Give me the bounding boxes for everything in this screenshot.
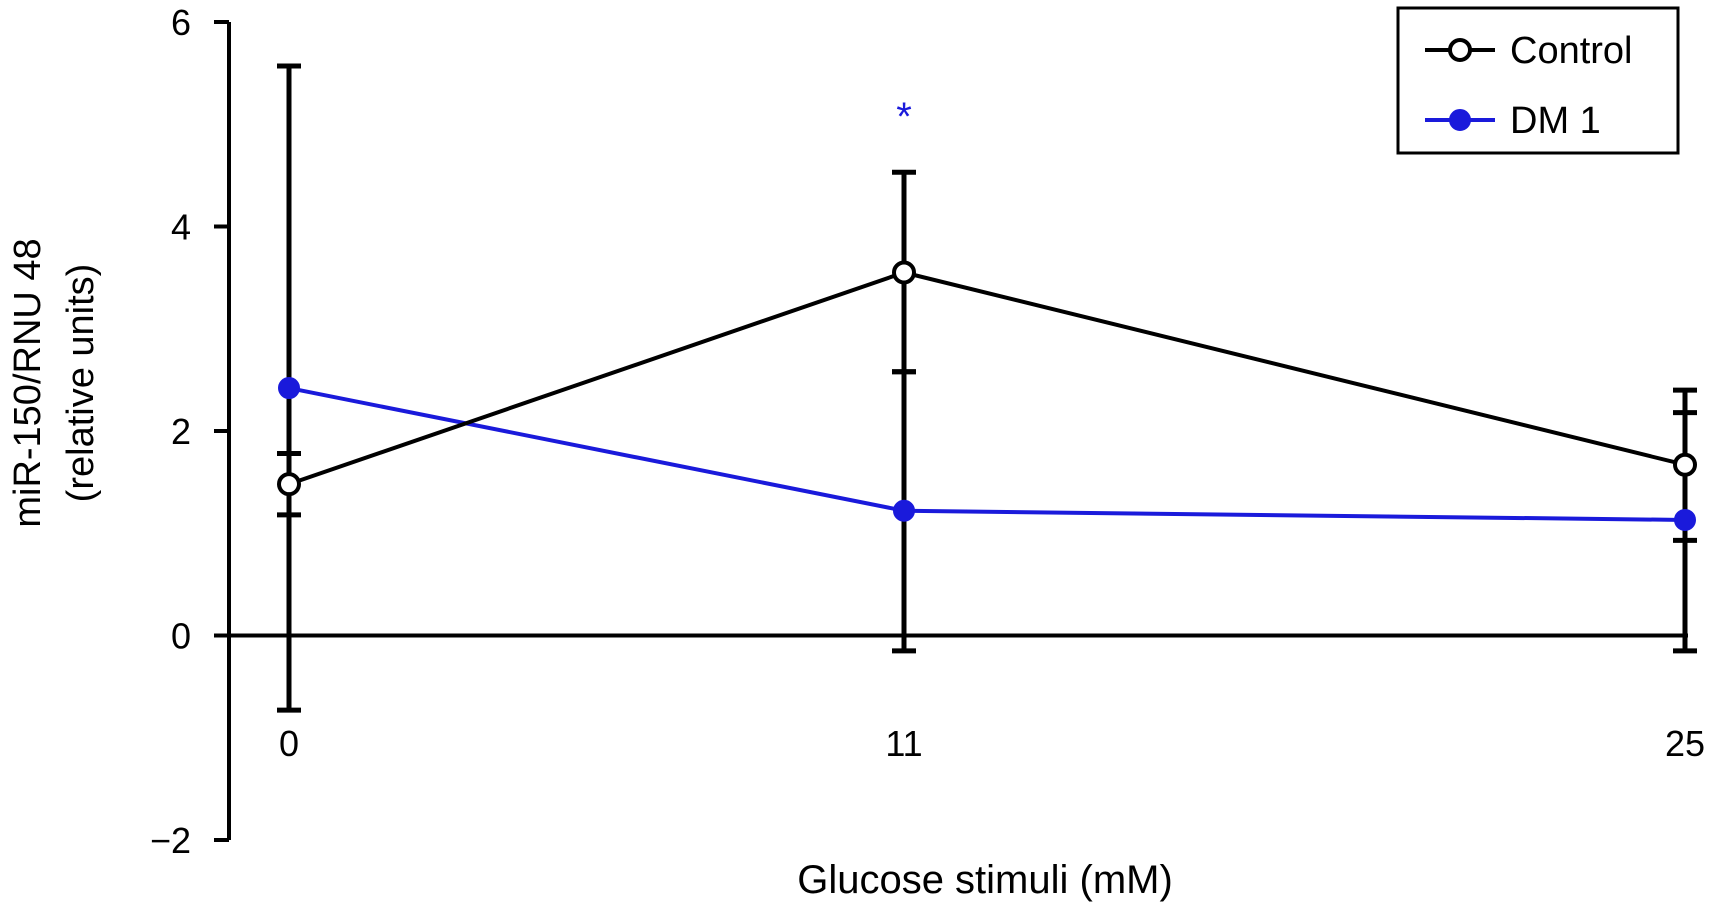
y-tick-label: 2	[171, 411, 191, 452]
y-tick-label: 4	[171, 207, 191, 248]
data-point-control	[277, 472, 301, 497]
y-axis: −2 0 2 4 6	[150, 2, 231, 861]
data-point-dm1	[278, 377, 300, 400]
x-tick-label: 11	[885, 723, 922, 764]
data-point-control	[1673, 452, 1697, 477]
significance-marker: *	[896, 95, 912, 139]
error-bars	[277, 63, 1697, 713]
series-lines	[288, 270, 1686, 522]
y-axis-title: miR-150/RNU 48	[7, 238, 49, 527]
legend: Control DM 1	[1396, 6, 1680, 155]
legend-marker-control	[1448, 38, 1472, 62]
y-tick-label: −2	[150, 820, 191, 861]
series-line-control	[288, 270, 1686, 487]
x-axis-title: Glucose stimuli (mM)	[797, 858, 1173, 902]
legend-marker-dm1	[1449, 109, 1471, 131]
legend-label-control: Control	[1510, 30, 1633, 72]
x-axis: 0 11 25	[229, 633, 1705, 764]
y-tick-label: 6	[171, 2, 191, 43]
data-point-control	[892, 260, 916, 285]
series-line-dm1	[288, 386, 1686, 522]
legend-box	[1396, 6, 1680, 155]
y-tick-label: 0	[171, 616, 191, 657]
legend-label-dm1: DM 1	[1510, 100, 1601, 142]
data-point-dm1	[893, 499, 915, 522]
annotations: *	[896, 95, 912, 139]
x-tick-label: 25	[1665, 723, 1705, 764]
y-axis-title-line2: (relative units)	[60, 264, 102, 503]
data-point-dm1	[1674, 508, 1696, 531]
x-tick-label: 0	[279, 723, 299, 764]
markers	[277, 260, 1697, 531]
